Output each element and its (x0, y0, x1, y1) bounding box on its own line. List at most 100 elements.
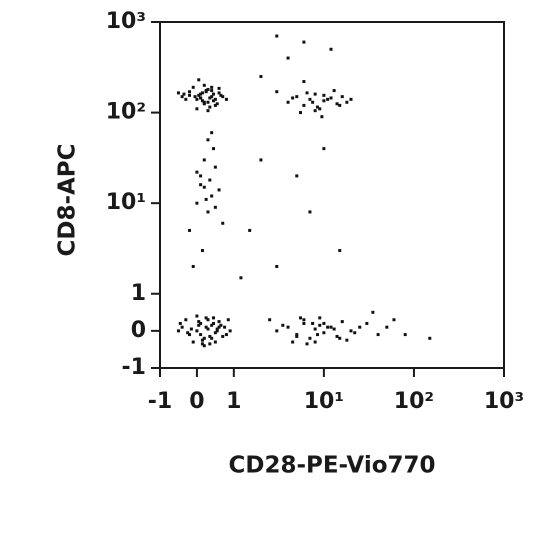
dot (329, 96, 333, 100)
dot (184, 97, 188, 101)
dot (305, 342, 309, 346)
dot (322, 93, 326, 97)
dot (180, 95, 184, 99)
dot (188, 90, 192, 94)
dot (322, 331, 326, 335)
dot (208, 334, 212, 338)
dot (428, 336, 432, 340)
dot (226, 318, 230, 322)
dot (202, 158, 206, 162)
dot (212, 321, 216, 325)
dot (308, 97, 312, 101)
dot (202, 83, 206, 87)
dot (332, 327, 336, 331)
dot (215, 329, 219, 333)
dot (213, 205, 217, 209)
dot (212, 316, 216, 320)
dot (199, 321, 203, 325)
dot (217, 188, 221, 192)
dot (358, 325, 362, 329)
dot (286, 56, 290, 60)
dot (221, 95, 225, 99)
dot (295, 95, 299, 99)
dot (259, 75, 263, 79)
y-tick-label: 0 (131, 318, 146, 343)
dot (208, 96, 212, 100)
dot (210, 85, 214, 89)
y-tick-label: 10³ (106, 9, 146, 34)
dot (329, 325, 333, 329)
dot (295, 334, 299, 338)
dot (322, 99, 326, 103)
dot (191, 340, 195, 344)
dot (340, 320, 344, 324)
dot (210, 323, 214, 327)
dot (206, 327, 210, 331)
dot (191, 264, 195, 268)
dot (316, 333, 320, 337)
dot (219, 323, 223, 327)
dot (184, 318, 188, 322)
dot (200, 249, 204, 253)
dot (204, 316, 208, 320)
dot (318, 316, 322, 320)
dot (215, 102, 219, 106)
dot (202, 102, 206, 106)
plot-frame (159, 21, 505, 369)
dot (228, 329, 232, 333)
dot (345, 100, 349, 104)
dot (189, 327, 193, 331)
dot (188, 93, 192, 97)
dot (206, 109, 210, 113)
dot (213, 103, 217, 107)
dot (199, 92, 203, 96)
x-tick-label: 0 (189, 389, 204, 414)
dot (176, 329, 180, 333)
dot (202, 185, 206, 189)
x-tick-label: 10¹ (304, 389, 344, 414)
dot (199, 183, 203, 187)
dot (212, 92, 216, 96)
dot (200, 91, 204, 95)
dot (206, 210, 210, 214)
dot (221, 334, 225, 338)
dot (188, 333, 192, 337)
dot (195, 97, 199, 101)
dot (204, 325, 208, 329)
dot (353, 331, 357, 335)
x-axis-title: CD28-PE-Vio770 (228, 453, 435, 479)
dot (193, 95, 197, 99)
dot (206, 318, 210, 322)
dot (224, 333, 228, 337)
y-tick-label: -1 (122, 355, 146, 380)
y-tick-label: 10² (106, 100, 146, 125)
dot (223, 325, 227, 329)
dot (340, 95, 344, 99)
dot (313, 109, 317, 113)
dot (259, 158, 263, 162)
dot (291, 96, 295, 100)
dot (349, 329, 353, 333)
dot (221, 221, 225, 225)
dot (302, 103, 306, 107)
dot (335, 102, 339, 106)
dot (338, 336, 342, 340)
dot (338, 103, 342, 107)
dot (313, 340, 317, 344)
dot (219, 93, 223, 97)
dot (326, 325, 330, 329)
dot (206, 100, 210, 104)
y-tick-label: 10¹ (106, 190, 146, 215)
dot (335, 334, 339, 338)
dot (349, 97, 353, 101)
dot (202, 344, 206, 348)
y-tick-label: 1 (131, 281, 146, 306)
dot (202, 100, 206, 104)
dot (326, 97, 330, 101)
dot (332, 89, 336, 93)
dot (392, 318, 396, 322)
x-tick-label: 10³ (484, 389, 524, 414)
dot (195, 314, 199, 318)
dot (308, 210, 312, 214)
dot (208, 342, 212, 346)
